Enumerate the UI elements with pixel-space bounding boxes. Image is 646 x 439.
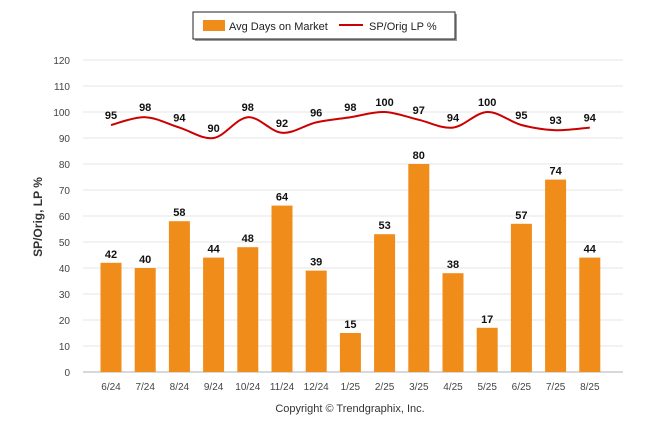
bar-value-label: 48 <box>242 233 254 245</box>
bar <box>237 247 259 372</box>
y-tick-label: 10 <box>59 342 71 353</box>
x-tick-label: 10/24 <box>235 382 260 393</box>
bar-value-label: 58 <box>173 207 185 219</box>
y-tick-label: 100 <box>53 108 70 119</box>
bar-value-label: 39 <box>310 257 322 269</box>
line-value-label: 95 <box>105 110 117 122</box>
bar <box>305 270 327 372</box>
line-value-label: 90 <box>207 123 219 135</box>
line-value-label: 100 <box>375 97 393 109</box>
bar <box>408 164 430 372</box>
y-tick-label: 120 <box>53 56 70 67</box>
line-value-label: 93 <box>549 115 561 127</box>
bar <box>579 257 601 372</box>
x-tick-label: 2/25 <box>375 382 395 393</box>
bar <box>339 333 361 372</box>
bar-value-labels: 42 40 58 44 48 64 39 15 53 80 38 17 57 74 44 <box>105 150 597 331</box>
bar-value-label: 42 <box>105 249 117 261</box>
x-tick-label: 9/24 <box>204 382 224 393</box>
bar-value-label: 44 <box>584 244 597 256</box>
line-value-label: 95 <box>515 110 527 122</box>
bar <box>442 273 464 372</box>
x-tick-label: 6/24 <box>101 382 121 393</box>
bar <box>168 221 190 372</box>
line-value-label: 94 <box>173 113 186 125</box>
x-tick-label: 11/24 <box>270 382 295 393</box>
y-tick-label: 70 <box>59 186 71 197</box>
line-value-label: 94 <box>447 113 460 125</box>
x-tick-label: 3/25 <box>409 382 429 393</box>
copyright-text: Copyright © Trendgraphix, Inc. <box>275 403 424 415</box>
legend-bar-label: Avg Days on Market <box>229 21 328 33</box>
bar-value-label: 15 <box>344 319 356 331</box>
bar <box>100 262 122 372</box>
y-tick-label: 20 <box>59 316 71 327</box>
x-tick-label: 4/25 <box>443 382 463 393</box>
line-value-label: 96 <box>310 107 322 119</box>
x-tick-label: 5/25 <box>477 382 497 393</box>
x-tick-label: 7/25 <box>546 382 566 393</box>
y-tick-label: 0 <box>64 368 70 379</box>
line-layer <box>110 110 590 140</box>
bar <box>374 234 396 372</box>
line-value-label: 100 <box>478 97 496 109</box>
bar <box>271 205 293 372</box>
bar-value-label: 74 <box>549 166 562 178</box>
bar-layer <box>100 164 601 372</box>
bar <box>134 268 156 372</box>
x-tick-label: 1/25 <box>341 382 361 393</box>
y-axis-title: SP/Orig, LP % <box>31 177 45 257</box>
line-value-label: 98 <box>139 102 151 114</box>
bar-value-label: 44 <box>207 244 220 256</box>
line-value-label: 92 <box>276 118 288 130</box>
line-value-label: 98 <box>344 102 356 114</box>
x-tick-labels: 6/24 7/24 8/24 9/24 10/24 11/24 12/24 1/25 2/25 3… <box>101 382 600 393</box>
x-tick-label: 6/25 <box>512 382 532 393</box>
y-tick-label: 40 <box>59 264 71 275</box>
x-tick-label: 8/24 <box>170 382 190 393</box>
bar <box>510 223 532 372</box>
sp-orig-lp-line <box>110 110 590 140</box>
y-tick-label: 50 <box>59 238 71 249</box>
bar-value-label: 53 <box>378 220 390 232</box>
bar-value-label: 40 <box>139 254 151 266</box>
legend-box <box>192 11 456 40</box>
y-tick-label: 60 <box>59 212 71 223</box>
legend-bar-swatch <box>203 20 225 31</box>
y-tick-label: 110 <box>54 82 70 93</box>
bar-value-label: 57 <box>515 210 527 222</box>
y-tick-label: 80 <box>59 160 71 171</box>
y-tick-label: 30 <box>59 290 71 301</box>
bar-value-label: 17 <box>481 314 493 326</box>
line-value-label: 97 <box>413 105 425 117</box>
x-tick-label: 12/24 <box>304 382 329 393</box>
legend-line-label: SP/Orig LP % <box>369 21 437 33</box>
y-tick-label: 90 <box>59 134 71 145</box>
x-tick-label: 8/25 <box>580 382 600 393</box>
line-value-label: 94 <box>584 113 597 125</box>
bar <box>476 327 498 372</box>
bar-value-label: 38 <box>447 259 459 271</box>
bar <box>203 257 225 372</box>
bar-value-label: 80 <box>413 150 425 162</box>
line-value-label: 98 <box>242 102 254 114</box>
y-tick-labels: 0 10 20 30 40 50 60 70 80 90 100 110 120 <box>53 56 70 379</box>
line-value-labels: 95 98 94 90 98 92 96 98 100 97 94 100 95 93 94 <box>105 97 597 135</box>
bar <box>545 179 567 372</box>
legend: Avg Days on Market SP/Orig LP % <box>192 11 457 41</box>
bar-value-label: 64 <box>276 192 289 204</box>
x-tick-label: 7/24 <box>135 382 155 393</box>
